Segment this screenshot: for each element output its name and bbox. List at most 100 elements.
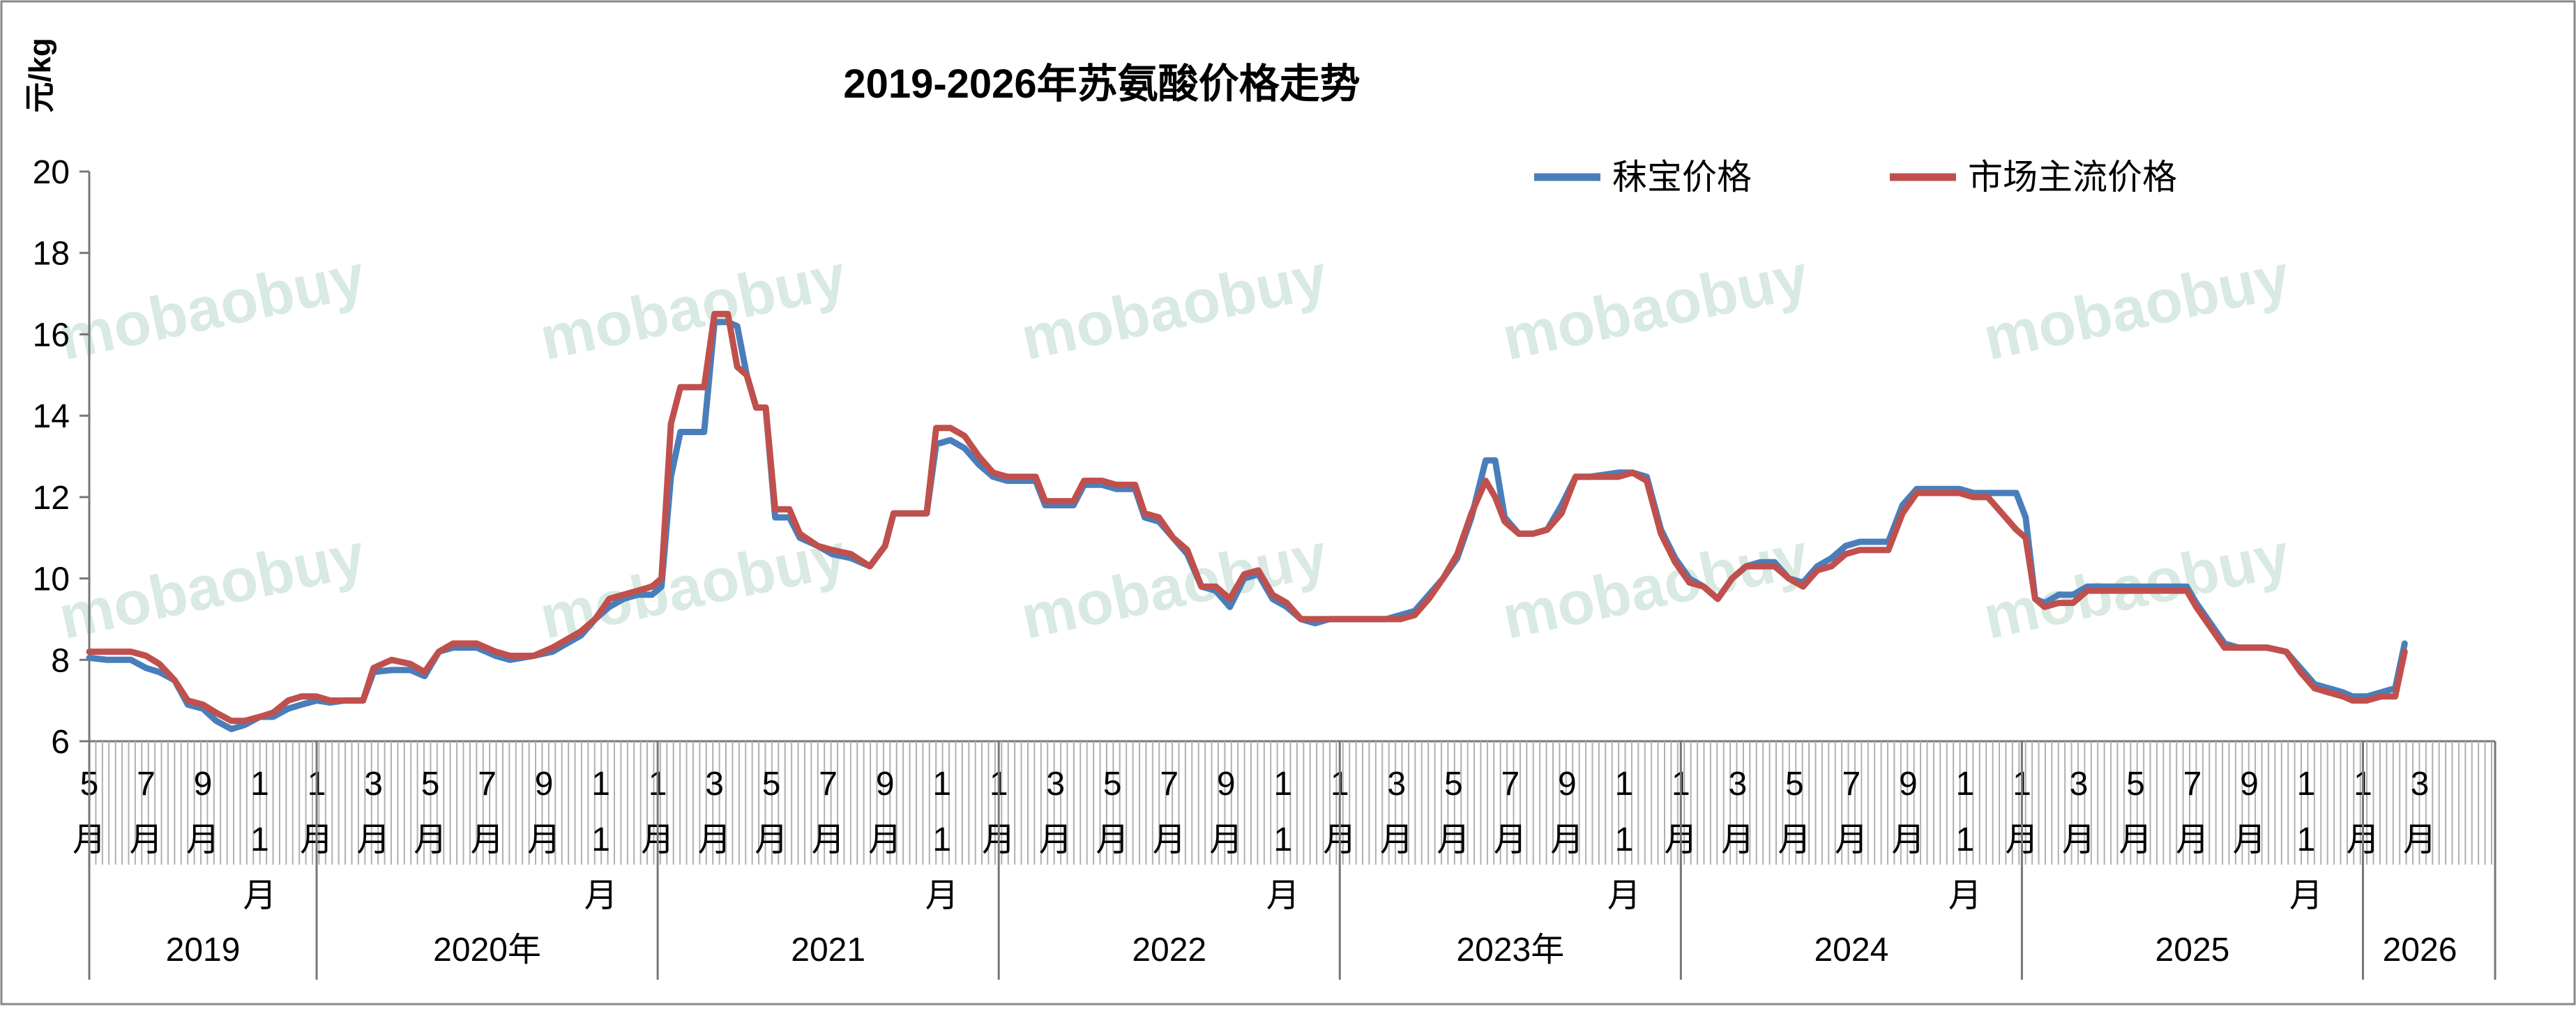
year-label: 2021 — [791, 932, 865, 969]
x-tick-label-line: 7 — [2183, 766, 2202, 803]
legend-label: 市场主流价格 — [1968, 158, 2177, 197]
x-tick-label-line: 1 — [1273, 821, 1292, 858]
x-tick-label-line: 月 — [925, 877, 959, 914]
x-tick-label-line: 月 — [471, 821, 504, 858]
x-tick-label-line: 5 — [1444, 766, 1463, 803]
y-tick-label: 8 — [51, 642, 70, 679]
series-line-market-price — [86, 310, 2408, 724]
x-tick-label-line: 3 — [705, 766, 724, 803]
x-tick-label-line: 月 — [2232, 821, 2266, 858]
y-axis-label: 元/kg — [23, 38, 57, 113]
x-tick-label-line: 月 — [755, 821, 788, 858]
x-tick-label: 1 1 月 — [584, 766, 618, 914]
x-tick-label-line: 月 — [130, 821, 163, 858]
y-axis: 6 8 10 12 14 16 18 20 — [33, 154, 91, 761]
x-tick-label-line: 3 — [2070, 766, 2089, 803]
x-tick-label-line: 月 — [1835, 821, 1868, 858]
x-tick-label-line: 3 — [364, 766, 383, 803]
x-tick-label-line: 月 — [1778, 821, 1811, 858]
x-tick-label-line: 月 — [186, 821, 220, 858]
x-tick-label-line: 1 — [932, 766, 951, 803]
x-tick-label-line: 月 — [357, 821, 391, 858]
x-tick-label-line: 1 — [250, 821, 269, 858]
x-tick-label-line: 3 — [1387, 766, 1406, 803]
x-tick-label-line: 月 — [1380, 821, 1414, 858]
x-tick-label-line: 月 — [2403, 821, 2437, 858]
legend-label: 秣宝价格 — [1612, 158, 1752, 197]
x-tick-label-line: 5 — [1785, 766, 1804, 803]
x-tick-label-line: 1 — [2297, 766, 2316, 803]
x-tick-label-line: 3 — [1046, 766, 1065, 803]
x-tick-label: 1 1 月 — [1607, 766, 1641, 914]
x-tick-label-line: 1 — [1956, 821, 1975, 858]
x-tick-label-line: 1 — [1273, 766, 1292, 803]
year-label: 2025 — [2155, 932, 2230, 969]
x-tick-label-line: 月 — [1948, 877, 1982, 914]
y-tick-label: 14 — [33, 398, 70, 435]
legend: 秣宝价格 市场主流价格 — [1534, 158, 2177, 197]
x-tick-label-line: 7 — [819, 766, 838, 803]
y-tick-label: 18 — [33, 236, 70, 273]
x-tick-label-line: 7 — [1160, 766, 1179, 803]
x-tick-label-line: 月 — [1266, 877, 1300, 914]
x-tick-label-line: 月 — [1153, 821, 1186, 858]
x-tick-label-line: 月 — [1891, 821, 1925, 858]
x-tick-label-line: 1 — [1614, 821, 1633, 858]
x-tick-label-line: 9 — [1217, 766, 1236, 803]
x-tick-label-line: 9 — [1558, 766, 1577, 803]
x-tick-label-line: 月 — [2062, 821, 2096, 858]
x-tick-label: 1 1 月 — [1948, 766, 1982, 914]
x-tick-label-line: 7 — [137, 766, 156, 803]
y-tick-label: 12 — [33, 480, 70, 517]
x-tick-label-line: 月 — [1209, 821, 1243, 858]
x-tick-label-line: 1 — [1956, 766, 1975, 803]
x-tick-label-line: 月 — [1550, 821, 1584, 858]
y-tick-label: 6 — [51, 724, 70, 761]
x-tick-label-line: 1 — [2297, 821, 2316, 858]
year-label: 2024 — [1814, 932, 1888, 969]
y-tick-label: 20 — [33, 154, 70, 191]
year-label: 2023年 — [1456, 932, 1564, 969]
x-tick-label: 1 1 月 — [925, 766, 959, 914]
x-tick-label-line: 5 — [2126, 766, 2145, 803]
x-tick-label-line: 1 — [1614, 766, 1633, 803]
x-tick-label-line: 月 — [1494, 821, 1527, 858]
x-tick-label-line: 月 — [2289, 877, 2323, 914]
x-tick-label-line: 9 — [2240, 766, 2259, 803]
x-tick-label-line: 月 — [2119, 821, 2152, 858]
plot-area — [86, 310, 2408, 732]
x-tick-label-line: 9 — [1899, 766, 1918, 803]
x-tick-label-line: 1 — [591, 766, 610, 803]
x-axis: 5 月7 月9 月1 1 月1 月3 月5 月7 月9 月1 1 月1 月3 月5 月7 月9 月1 1 月1 月3 月5… — [73, 740, 2497, 980]
year-label: 2020年 — [433, 932, 541, 969]
year-label: 2022 — [1132, 932, 1206, 969]
x-tick-label-line: 月 — [868, 821, 902, 858]
x-tick-label-line: 3 — [2411, 766, 2430, 803]
x-tick-label-line: 月 — [2176, 821, 2209, 858]
x-tick-label: 1 1 月 — [1266, 766, 1300, 914]
x-tick-label-line: 9 — [876, 766, 895, 803]
